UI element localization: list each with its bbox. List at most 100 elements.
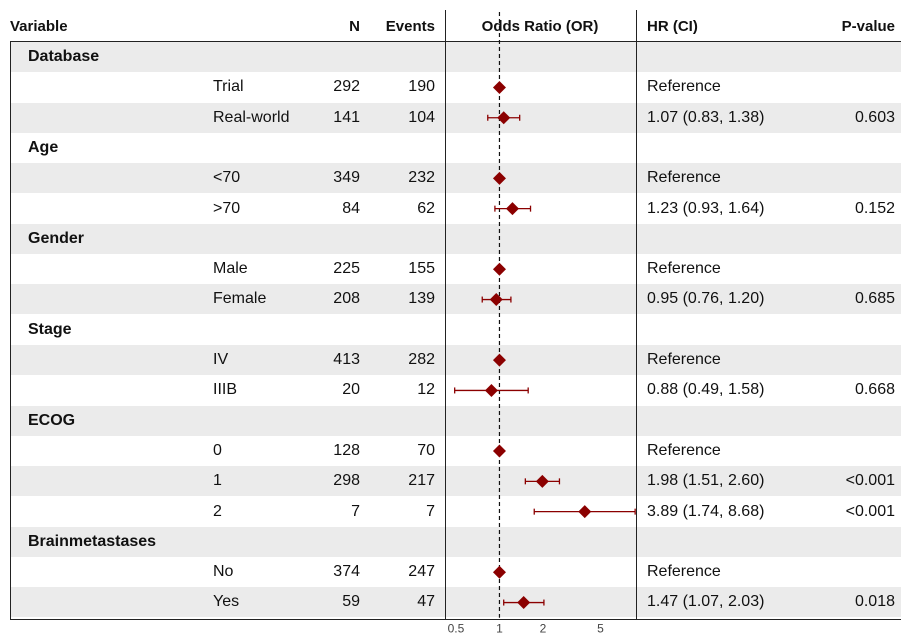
subgroup-label: IV — [213, 351, 229, 368]
events-value: 62 — [417, 199, 435, 217]
subgroup-label: Male — [213, 260, 248, 278]
row-band — [10, 102, 901, 133]
subgroup-label: Trial — [213, 78, 244, 96]
events-value: 217 — [408, 472, 435, 490]
p-value: 0.668 — [854, 381, 895, 399]
n-value: 59 — [342, 593, 360, 611]
group-label: Gender — [28, 229, 85, 247]
hr-ci-value: 1.07 (0.83, 1.38) — [647, 108, 765, 126]
row-band — [10, 526, 901, 557]
events-value: 232 — [408, 169, 435, 187]
estimate-marker — [517, 596, 531, 610]
subgroup-label: Yes — [213, 593, 240, 611]
hr-ci-value: 1.98 (1.51, 2.60) — [647, 472, 765, 490]
estimate-marker — [492, 80, 506, 94]
subgroup-label: >70 — [213, 199, 241, 217]
row-band — [10, 345, 901, 375]
x-tick-label: 2 — [540, 622, 547, 636]
p-value: 0.685 — [854, 290, 895, 308]
group-label: Brainmetastases — [28, 532, 157, 550]
header-odds-ratio: Odds Ratio (OR) — [481, 18, 599, 35]
events-value: 47 — [417, 593, 435, 611]
x-tick-label: 5 — [597, 622, 604, 636]
estimate-marker — [535, 474, 549, 488]
n-value: 84 — [342, 199, 360, 217]
x-tick-label: 1 — [496, 622, 503, 636]
n-value: 374 — [333, 563, 360, 581]
events-value: 190 — [408, 78, 435, 96]
hr-ci-value: 1.47 (1.07, 2.03) — [647, 593, 765, 611]
p-value: <0.001 — [845, 502, 895, 520]
n-value: 7 — [351, 502, 360, 520]
n-value: 128 — [333, 441, 360, 459]
plot-left-border — [445, 10, 446, 619]
row-band — [10, 587, 901, 618]
estimate-marker — [492, 565, 506, 579]
hr-ci-value: Reference — [647, 169, 721, 187]
row-band — [10, 405, 901, 436]
hr-ci-value: Reference — [647, 78, 721, 96]
n-value: 225 — [333, 260, 360, 278]
row-band — [10, 284, 901, 315]
estimate-marker — [492, 353, 506, 367]
group-label: Stage — [28, 320, 72, 338]
row-band — [10, 466, 901, 497]
n-value: 349 — [333, 169, 360, 187]
events-value: 155 — [408, 260, 435, 278]
events-value: 7 — [426, 502, 435, 520]
subgroup-label: Real-world — [213, 108, 290, 126]
estimate-marker — [578, 505, 592, 519]
p-value: 0.018 — [854, 593, 895, 611]
p-value: 0.603 — [854, 108, 895, 126]
events-value: 12 — [417, 381, 435, 399]
plot-right-border — [636, 10, 637, 619]
header-events: Events — [385, 18, 435, 35]
n-value: 298 — [333, 472, 360, 490]
bottom-rule — [10, 618, 901, 620]
hr-ci-value: 0.95 (0.76, 1.20) — [647, 290, 765, 308]
hr-ci-value: Reference — [647, 351, 721, 368]
group-label: Age — [28, 138, 59, 156]
subgroup-label: 1 — [213, 472, 222, 490]
hr-ci-value: 3.89 (1.74, 8.68) — [647, 502, 765, 520]
p-value: 0.152 — [854, 199, 895, 217]
estimate-marker — [505, 202, 519, 216]
hr-ci-value: Reference — [647, 563, 721, 581]
hr-ci-value: Reference — [647, 260, 721, 278]
header-n: N — [349, 18, 360, 35]
subgroup-label: Female — [213, 290, 267, 308]
n-value: 141 — [333, 108, 360, 126]
group-label: ECOG — [28, 411, 76, 429]
n-value: 208 — [333, 290, 360, 308]
estimate-marker — [492, 262, 506, 276]
estimate-marker — [492, 444, 506, 458]
estimate-marker — [484, 383, 498, 397]
left-border — [10, 42, 11, 619]
subgroup-label: 0 — [213, 441, 222, 459]
n-value: 292 — [333, 78, 360, 96]
subgroup-label: 2 — [213, 502, 222, 520]
events-value: 247 — [408, 563, 435, 581]
row-band — [10, 163, 901, 194]
row-band — [10, 42, 901, 72]
x-tick-label: 0.5 — [448, 622, 465, 636]
subgroup-label: <70 — [213, 169, 241, 187]
header-rule — [10, 41, 901, 42]
n-value: 413 — [333, 351, 360, 368]
estimate-marker — [489, 293, 503, 307]
header-p-value: P-value — [841, 18, 895, 35]
subgroup-label: No — [213, 563, 234, 581]
estimate-marker — [492, 171, 506, 185]
header-variable: Variable — [10, 18, 68, 35]
row-band — [10, 223, 901, 254]
group-label: Database — [28, 48, 100, 65]
events-value: 139 — [408, 290, 435, 308]
events-value: 70 — [417, 441, 435, 459]
hr-ci-value: 0.88 (0.49, 1.58) — [647, 381, 765, 399]
hr-ci-value: Reference — [647, 441, 721, 459]
n-value: 20 — [342, 381, 360, 399]
header-hr-ci: HR (CI) — [647, 18, 698, 35]
events-value: 282 — [408, 351, 435, 368]
